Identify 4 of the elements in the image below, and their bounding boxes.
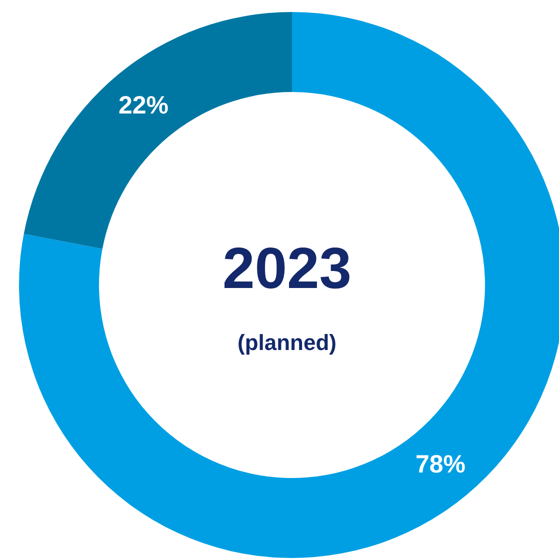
text: 2023 [222,236,352,301]
data-label: 22% [118,91,169,120]
data-label: 78% [415,450,466,479]
text: (planned) [238,330,336,355]
